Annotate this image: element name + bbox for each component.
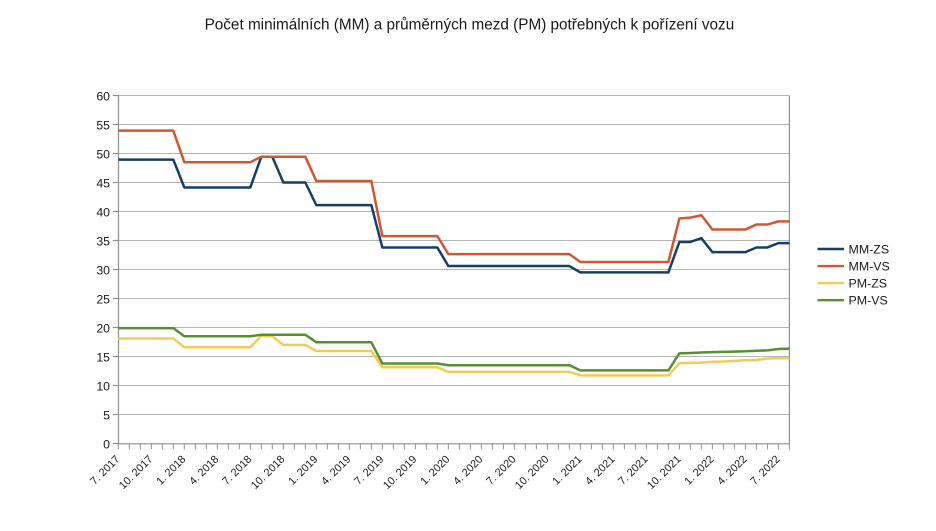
svg-text:15: 15 — [96, 350, 110, 364]
svg-text:30: 30 — [96, 263, 110, 277]
svg-text:50: 50 — [96, 147, 110, 161]
svg-text:MM-ZS: MM-ZS — [849, 243, 890, 257]
svg-text:60: 60 — [96, 89, 110, 103]
svg-text:PM-ZS: PM-ZS — [849, 277, 888, 291]
svg-text:25: 25 — [96, 292, 110, 306]
svg-text:MM-VS: MM-VS — [849, 260, 890, 274]
svg-text:55: 55 — [96, 118, 110, 132]
svg-text:5: 5 — [103, 408, 110, 422]
svg-text:40: 40 — [96, 205, 110, 219]
svg-text:10: 10 — [96, 379, 110, 393]
svg-text:45: 45 — [96, 176, 110, 190]
svg-text:Počet minimálních (MM) a průmě: Počet minimálních (MM) a průměrných mezd… — [205, 17, 735, 34]
svg-text:PM-VS: PM-VS — [849, 294, 888, 308]
svg-text:20: 20 — [96, 321, 110, 335]
svg-text:35: 35 — [96, 234, 110, 248]
svg-text:0: 0 — [103, 437, 110, 451]
